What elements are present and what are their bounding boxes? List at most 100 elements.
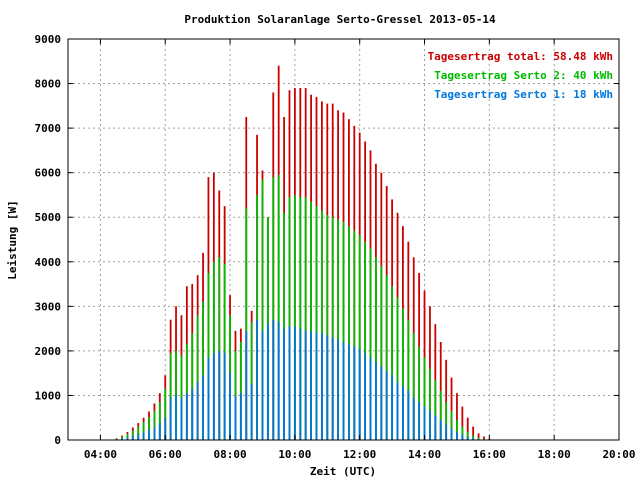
bar-serto-1 — [121, 438, 123, 440]
bar-serto-1 — [212, 353, 215, 440]
bar-serto-1 — [342, 341, 345, 440]
y-tick-label: 8000 — [35, 78, 62, 91]
bar-serto-1 — [407, 390, 410, 440]
bar-serto-2 — [315, 206, 318, 440]
bar-serto-1 — [310, 330, 312, 440]
bar-serto-1 — [429, 411, 431, 440]
bar-serto-2 — [207, 272, 210, 440]
bar-serto-2 — [337, 219, 339, 440]
bar-total — [461, 406, 464, 440]
bar-serto-2 — [212, 261, 215, 440]
bar-serto-2 — [385, 275, 388, 440]
bar-serto-1 — [196, 382, 199, 440]
bar-serto-2 — [369, 248, 372, 440]
bar-serto-2 — [180, 355, 183, 440]
bar-serto-2 — [326, 214, 329, 440]
chart-title: Produktion Solaranlage Serto-Gressel 201… — [184, 13, 496, 26]
bar-serto-2 — [477, 437, 480, 440]
y-tick-label: 5000 — [35, 211, 62, 224]
bar-serto-1 — [472, 438, 475, 440]
bar-serto-2 — [148, 417, 150, 440]
bar-serto-1 — [434, 415, 437, 440]
bar-serto-1 — [158, 423, 161, 440]
bar-serto-1 — [412, 397, 415, 440]
y-tick-label: 2000 — [35, 345, 62, 358]
bar-serto-2 — [283, 212, 285, 440]
bar-serto-1 — [277, 321, 280, 440]
bar-serto-2 — [445, 402, 448, 440]
y-tick-label: 4000 — [35, 256, 62, 269]
legend: Tagesertrag total: 58.48 kWh Tagesertrag… — [428, 50, 613, 101]
bar-serto-1 — [315, 333, 318, 440]
bar-serto-2 — [364, 241, 367, 440]
bar-serto-2 — [456, 419, 458, 440]
bar-serto-2 — [391, 286, 394, 440]
bar-serto-2 — [191, 333, 194, 440]
bar-serto-1 — [461, 434, 464, 440]
bar-serto-1 — [153, 427, 156, 440]
x-axis-label: Zeit (UTC) — [310, 465, 376, 478]
bar-total — [466, 417, 469, 440]
bar-serto-2 — [418, 346, 421, 440]
bar-serto-2 — [288, 197, 291, 440]
bar-serto-1 — [207, 357, 210, 440]
x-tick-label: 20:00 — [602, 448, 635, 461]
plot-frame — [67, 38, 620, 441]
bar-serto-2 — [434, 379, 437, 440]
bar-serto-1 — [358, 348, 361, 440]
bar-serto-2 — [320, 210, 323, 440]
y-tick-label: 6000 — [35, 167, 62, 180]
bar-serto-1 — [450, 428, 453, 440]
bar-serto-1 — [175, 395, 177, 440]
bar-serto-1 — [288, 326, 291, 440]
bar-serto-2 — [239, 341, 242, 440]
bar-total — [445, 359, 448, 440]
bar-serto-1 — [380, 366, 383, 440]
bar-serto-2 — [196, 315, 199, 440]
bar-serto-2 — [142, 422, 145, 440]
bar-serto-2 — [299, 197, 302, 440]
bar-serto-2 — [131, 430, 134, 440]
y-tick-label: 9000 — [35, 33, 62, 46]
bar-serto-2 — [466, 431, 469, 440]
bar-serto-2 — [169, 353, 172, 440]
bar-serto-2 — [353, 230, 356, 440]
bar-serto-1 — [148, 430, 150, 440]
bar-serto-1 — [337, 339, 339, 440]
bar-serto-1 — [169, 397, 172, 440]
bar-serto-2 — [461, 426, 464, 440]
bar-serto-1 — [266, 324, 269, 440]
x-tick-label: 06:00 — [149, 448, 182, 461]
bar-serto-1 — [180, 397, 183, 440]
bar-serto-1 — [131, 435, 134, 440]
x-tick-label: 18:00 — [538, 448, 571, 461]
bar-serto-2 — [375, 257, 377, 440]
x-tick-label: 04:00 — [84, 448, 117, 461]
bar-serto-1 — [304, 330, 307, 440]
bar-serto-1 — [439, 419, 442, 440]
x-tick-label: 12:00 — [343, 448, 376, 461]
bar-serto-1 — [466, 436, 469, 440]
bar-serto-2 — [439, 390, 442, 440]
bar-serto-1 — [375, 362, 377, 440]
bar-serto-2 — [245, 208, 248, 440]
y-axis-ticks: 0 1000 2000 3000 4000 5000 6000 7000 8000 9000 — [35, 33, 619, 447]
bar-serto-1 — [229, 373, 231, 440]
bar-serto-1 — [348, 344, 350, 440]
bar-serto-2 — [293, 194, 296, 440]
bar-serto-2 — [261, 179, 264, 440]
x-tick-label: 08:00 — [213, 448, 246, 461]
bar-serto-2 — [277, 174, 280, 440]
x-tick-label: 14:00 — [408, 448, 441, 461]
bar-serto-1 — [385, 370, 388, 440]
bar-serto-1 — [299, 328, 302, 440]
bar-serto-1 — [239, 393, 242, 440]
bar-serto-2 — [348, 226, 350, 440]
bar-serto-2 — [202, 301, 204, 440]
bar-serto-1 — [126, 437, 129, 440]
bar-serto-1 — [218, 350, 221, 440]
bar-serto-1 — [369, 357, 372, 440]
bar-serto-2 — [358, 235, 361, 440]
bar-serto-1 — [364, 353, 367, 440]
